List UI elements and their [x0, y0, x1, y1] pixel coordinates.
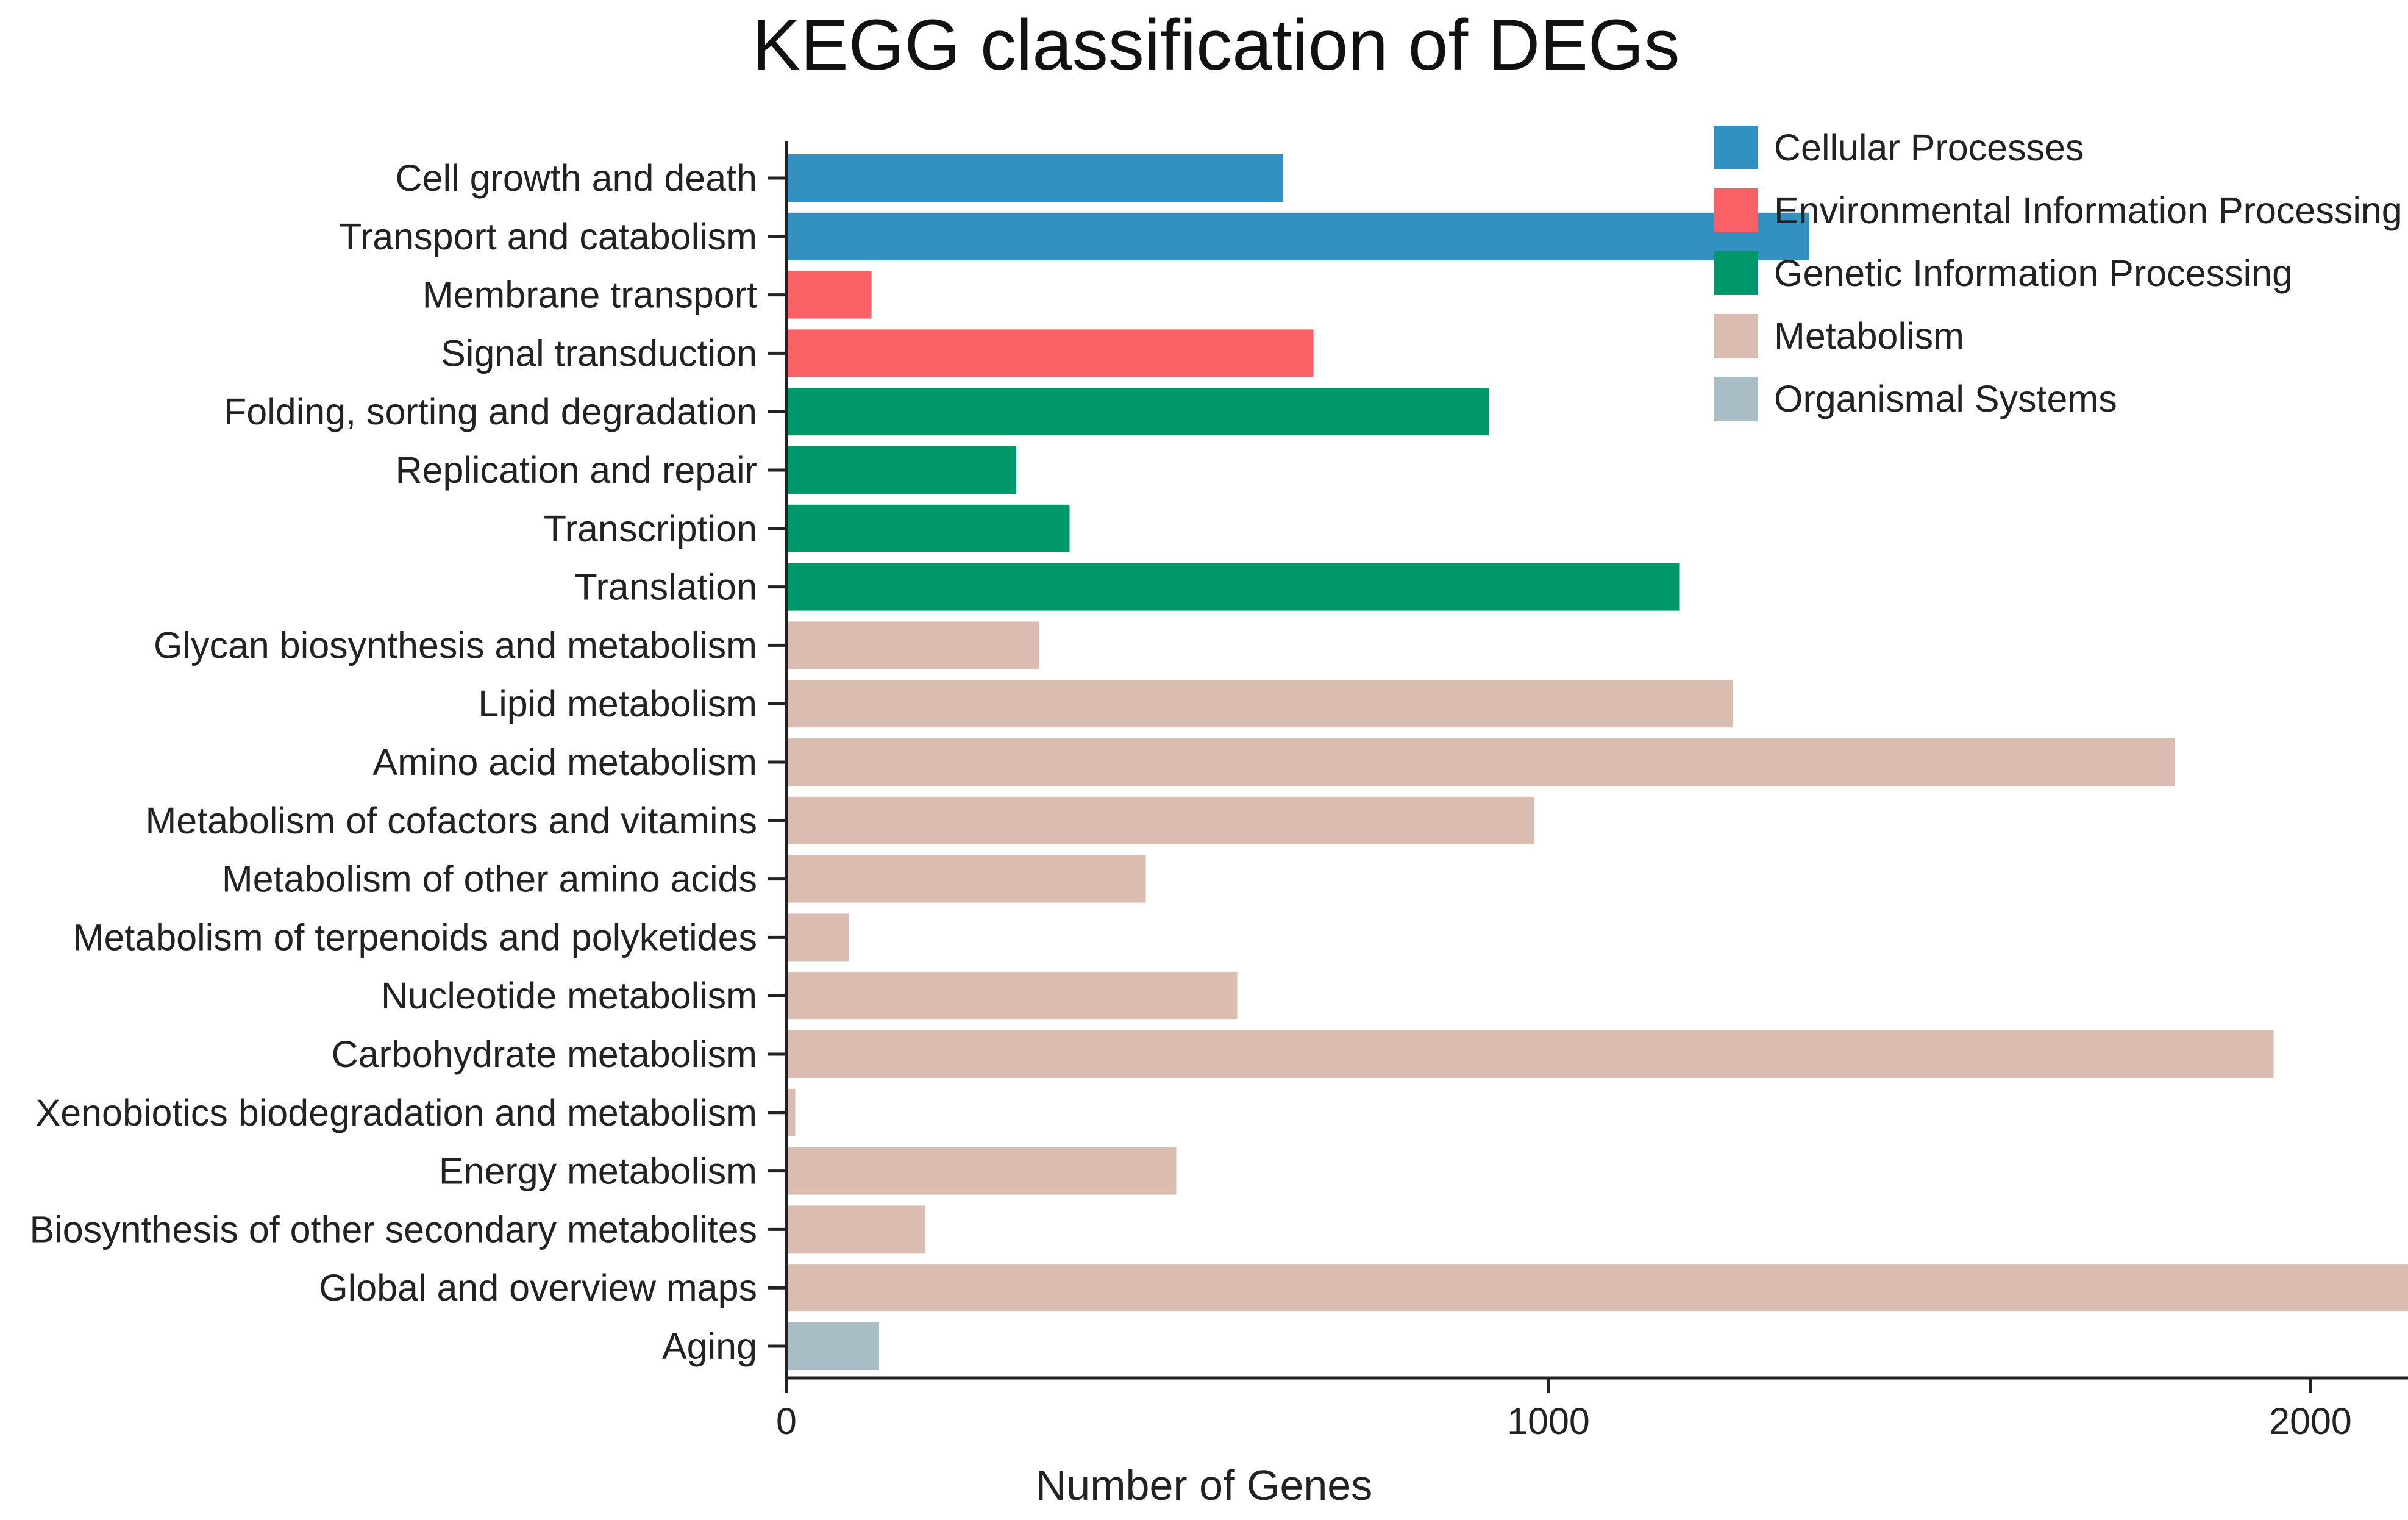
- bars-group: [788, 154, 2408, 1370]
- bar: [788, 738, 2175, 786]
- bar: [788, 855, 1146, 903]
- category-label: Nucleotide metabolism: [381, 975, 757, 1016]
- legend-label: Metabolism: [1774, 315, 1964, 357]
- category-label: Cell growth and death: [396, 157, 757, 199]
- category-label: Membrane transport: [422, 274, 757, 316]
- bar: [788, 972, 1238, 1020]
- category-label: Global and overview maps: [319, 1267, 757, 1308]
- bar: [788, 913, 849, 962]
- x-tick-label: 1000: [1507, 1400, 1590, 1442]
- bar: [788, 154, 1283, 202]
- bar: [788, 1147, 1177, 1195]
- legend-item: Metabolism: [1714, 304, 2403, 367]
- x-axis: 010002000300040005000: [776, 1376, 2408, 1442]
- bar: [788, 446, 1016, 494]
- legend-swatch: [1714, 188, 1758, 232]
- category-label: Signal transduction: [441, 332, 757, 374]
- bar: [788, 1088, 796, 1136]
- bar: [788, 388, 1489, 436]
- category-label: Transcription: [544, 508, 757, 549]
- category-label: Biosynthesis of other secondary metaboli…: [29, 1208, 757, 1250]
- bar: [788, 1205, 925, 1254]
- category-label: Aging: [662, 1326, 757, 1367]
- bar: [788, 680, 1733, 728]
- y-axis: Cell growth and death Transport and catab…: [29, 141, 788, 1378]
- bar: [788, 212, 1809, 260]
- chart-title: KEGG classification of DEGs: [752, 5, 1680, 85]
- legend-label: Organismal Systems: [1774, 377, 2117, 419]
- chart-legend: Cellular Processes Environmental Informat…: [1714, 116, 2403, 430]
- legend-item: Genetic Information Processing: [1714, 241, 2403, 304]
- bar: [788, 504, 1070, 552]
- x-axis-label: Number of Genes: [1036, 1461, 1372, 1509]
- legend-label: Environmental Information Processing: [1774, 189, 2403, 231]
- bar: [788, 329, 1314, 377]
- legend-swatch: [1714, 251, 1758, 295]
- legend-swatch: [1714, 313, 1758, 358]
- category-label: Metabolism of terpenoids and polyketides: [73, 916, 757, 958]
- category-label: Energy metabolism: [439, 1151, 757, 1192]
- category-label: Replication and repair: [396, 449, 757, 491]
- x-tick-label: 0: [776, 1400, 797, 1442]
- category-label: Transport and catabolism: [339, 216, 757, 257]
- bar: [788, 271, 872, 319]
- bar: [788, 1322, 879, 1370]
- legend-item: Cellular Processes: [1714, 116, 2403, 179]
- category-label: Translation: [575, 566, 758, 608]
- x-tick-label: 2000: [2269, 1400, 2352, 1442]
- category-label: Amino acid metabolism: [372, 741, 757, 783]
- bar: [788, 1264, 2408, 1312]
- legend-swatch: [1714, 125, 1758, 169]
- category-label: Lipid metabolism: [478, 683, 757, 724]
- bar: [788, 1030, 2274, 1078]
- category-label: Metabolism of cofactors and vitamins: [145, 800, 757, 841]
- legend-item: Environmental Information Processing: [1714, 179, 2403, 241]
- category-label: Carbohydrate metabolism: [332, 1033, 757, 1075]
- category-label: Folding, sorting and degradation: [224, 391, 757, 432]
- category-label: Xenobiotics biodegradation and metabolis…: [36, 1092, 757, 1133]
- legend-label: Genetic Information Processing: [1774, 252, 2293, 294]
- legend-swatch: [1714, 376, 1758, 421]
- bar: [788, 621, 1039, 669]
- legend-label: Cellular Processes: [1774, 126, 2084, 168]
- category-label: Glycan biosynthesis and metabolism: [154, 624, 757, 666]
- legend-item: Organismal Systems: [1714, 367, 2403, 430]
- bar: [788, 563, 1680, 611]
- bar: [788, 796, 1534, 844]
- category-label: Metabolism of other amino acids: [222, 858, 757, 900]
